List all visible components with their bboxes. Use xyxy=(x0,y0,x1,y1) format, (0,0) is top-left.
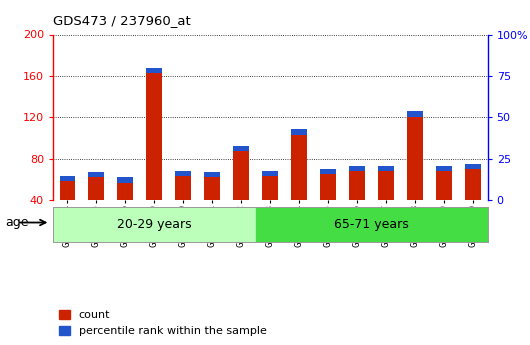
Bar xyxy=(262,176,278,200)
Bar xyxy=(465,169,481,200)
Legend: count, percentile rank within the sample: count, percentile rank within the sample xyxy=(58,309,267,336)
Bar xyxy=(118,183,134,200)
Bar xyxy=(205,177,220,200)
Bar xyxy=(292,129,307,135)
Bar xyxy=(233,146,249,151)
Bar xyxy=(349,166,365,171)
Bar xyxy=(175,176,191,200)
Bar xyxy=(89,177,104,200)
Text: GDS473 / 237960_at: GDS473 / 237960_at xyxy=(53,14,191,27)
Bar xyxy=(407,111,423,117)
Text: 20-29 years: 20-29 years xyxy=(117,218,192,231)
Bar xyxy=(175,171,191,176)
Bar xyxy=(436,166,452,171)
Bar xyxy=(89,172,104,177)
Bar xyxy=(59,181,75,200)
Bar xyxy=(262,171,278,176)
Bar xyxy=(378,171,394,200)
Bar xyxy=(146,73,162,200)
Text: 65-71 years: 65-71 years xyxy=(334,218,409,231)
Bar xyxy=(233,151,249,200)
Bar xyxy=(53,207,256,242)
Bar xyxy=(59,176,75,181)
Bar xyxy=(205,172,220,177)
Text: age: age xyxy=(5,216,29,229)
Bar xyxy=(378,166,394,171)
Bar xyxy=(292,135,307,200)
Bar xyxy=(118,177,134,183)
Bar xyxy=(465,164,481,169)
Bar xyxy=(320,174,336,200)
Bar xyxy=(407,117,423,200)
Bar xyxy=(320,169,336,174)
Bar xyxy=(256,207,488,242)
Bar xyxy=(349,171,365,200)
Bar xyxy=(146,68,162,73)
Bar xyxy=(436,171,452,200)
